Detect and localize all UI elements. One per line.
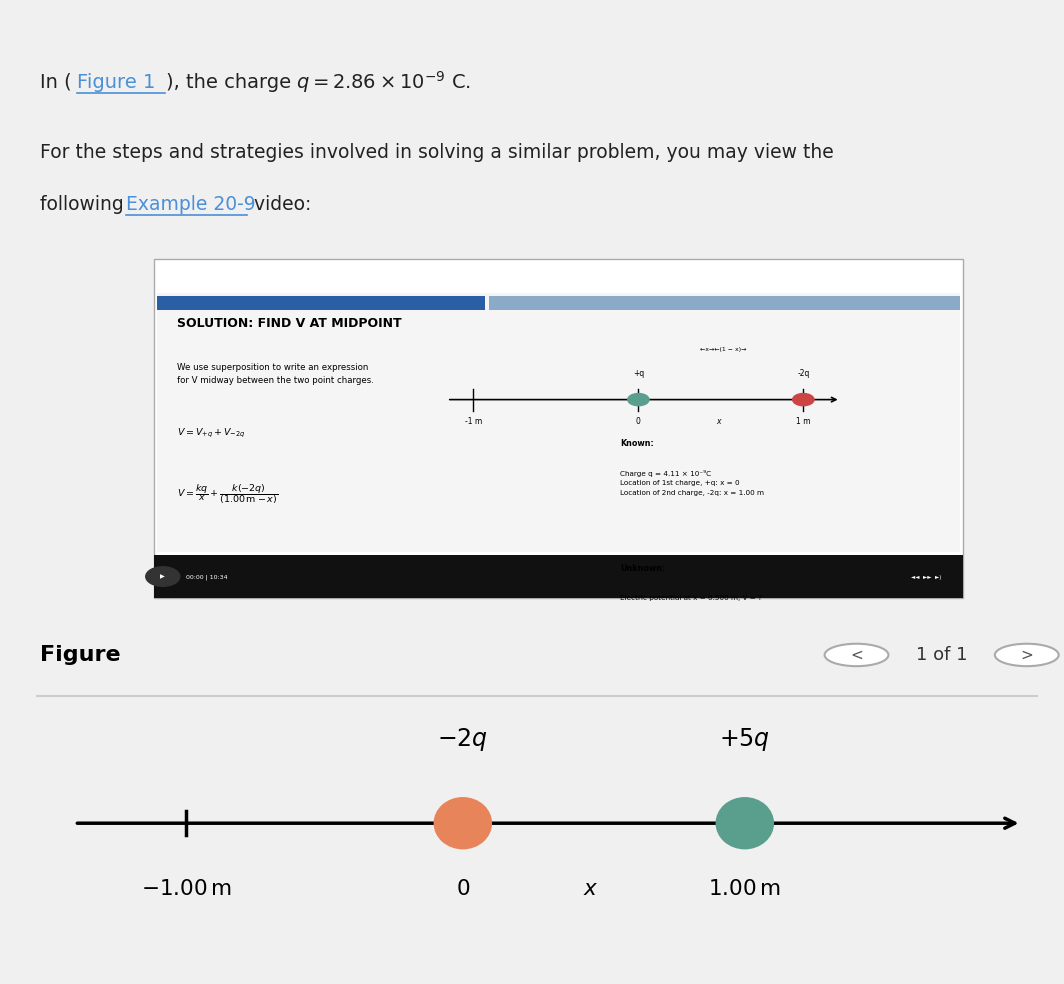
Ellipse shape xyxy=(715,797,774,849)
Text: In (: In ( xyxy=(40,73,72,92)
FancyBboxPatch shape xyxy=(157,296,485,310)
FancyBboxPatch shape xyxy=(154,260,963,598)
Text: $1.00\,\mathrm{m}$: $1.00\,\mathrm{m}$ xyxy=(709,879,781,898)
Text: We use superposition to write an expression
for V midway between the two point c: We use superposition to write an express… xyxy=(177,363,373,385)
Circle shape xyxy=(793,394,814,405)
Text: Example 20-9: Example 20-9 xyxy=(126,195,255,214)
Text: ▶: ▶ xyxy=(161,574,165,579)
Text: +q: +q xyxy=(633,369,644,379)
Circle shape xyxy=(628,394,649,405)
Text: Electric potential at x = 0.500 m, V = ?: Electric potential at x = 0.500 m, V = ? xyxy=(620,594,762,601)
Text: video:: video: xyxy=(248,195,312,214)
Text: Charge q = 4.11 × 10⁻⁹C
Location of 1st charge, +q: x = 0
Location of 2nd charge: Charge q = 4.11 × 10⁻⁹C Location of 1st … xyxy=(620,469,764,496)
Text: Figure 1: Figure 1 xyxy=(77,73,155,92)
Text: $0$: $0$ xyxy=(455,879,470,898)
Circle shape xyxy=(825,644,888,666)
Text: $q = 2.86 \times 10^{-9}$ C.: $q = 2.86 \times 10^{-9}$ C. xyxy=(296,70,470,95)
Circle shape xyxy=(146,567,180,586)
Text: $x$: $x$ xyxy=(583,879,598,898)
FancyBboxPatch shape xyxy=(157,293,960,552)
Ellipse shape xyxy=(433,797,492,849)
Text: ), the charge: ), the charge xyxy=(166,73,297,92)
Text: $-1.00\,\mathrm{m}$: $-1.00\,\mathrm{m}$ xyxy=(140,879,232,898)
Text: following: following xyxy=(40,195,130,214)
Text: <: < xyxy=(850,647,863,662)
Text: 1 of 1: 1 of 1 xyxy=(916,646,967,664)
Text: ◄◄  ►►  ►): ◄◄ ►► ►) xyxy=(911,576,942,581)
Text: For the steps and strategies involved in solving a similar problem, you may view: For the steps and strategies involved in… xyxy=(40,143,834,162)
Text: >: > xyxy=(1020,647,1033,662)
Text: Unknown:: Unknown: xyxy=(620,564,666,574)
Text: -1 m: -1 m xyxy=(465,417,482,426)
Text: Figure: Figure xyxy=(40,645,121,665)
Text: $-2q$: $-2q$ xyxy=(437,725,488,753)
Circle shape xyxy=(995,644,1059,666)
Text: 1 m: 1 m xyxy=(796,417,811,426)
Text: -2q: -2q xyxy=(797,369,810,379)
FancyBboxPatch shape xyxy=(489,296,960,310)
Text: Known:: Known: xyxy=(620,439,654,449)
Text: 00:00 | 10:34: 00:00 | 10:34 xyxy=(186,575,228,581)
Text: x: x xyxy=(716,417,720,426)
Text: $+5q$: $+5q$ xyxy=(719,725,770,753)
Text: SOLUTION: FIND V AT MIDPOINT: SOLUTION: FIND V AT MIDPOINT xyxy=(177,317,401,330)
Text: ←x→←(1 − x)→: ←x→←(1 − x)→ xyxy=(700,346,747,352)
Text: $V = \dfrac{kq}{x} + \dfrac{k(-2q)}{(1.00\,\mathrm{m} - x)}$: $V = \dfrac{kq}{x} + \dfrac{k(-2q)}{(1.0… xyxy=(177,482,278,506)
FancyBboxPatch shape xyxy=(154,555,963,598)
Text: 0: 0 xyxy=(636,417,641,426)
Text: $V = V_{+q} + V_{-2q}$: $V = V_{+q} + V_{-2q}$ xyxy=(177,427,245,440)
